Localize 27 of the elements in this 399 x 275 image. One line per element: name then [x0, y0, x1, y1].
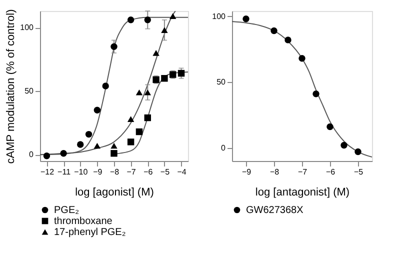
y-tick-label: 0 — [221, 143, 226, 152]
x-tick-label: −10 — [74, 168, 88, 176]
legend-label: PGE₂ — [54, 205, 80, 216]
x-tick-label: −6 — [144, 168, 154, 176]
x-tick-label: −7 — [298, 168, 308, 176]
y-tick-label: 0 — [29, 150, 34, 160]
y-axis-title: cAMP modulation (% of control) — [5, 9, 18, 164]
legend-label: thromboxane — [54, 216, 113, 227]
x-axis-title: log [antagonist] (M) — [255, 186, 350, 198]
legend-label: GW627368X — [246, 205, 304, 216]
x-tick-label: −4 — [177, 168, 187, 176]
x-tick-label: −6 — [326, 168, 336, 176]
x-tick-label: −5 — [354, 168, 364, 176]
x-axis-title: log [agonist] (M) — [75, 186, 154, 198]
x-tick-label: −7 — [126, 168, 136, 176]
legend-label: 17-phenyl PGE₂ — [54, 227, 126, 238]
x-tick-label: −9 — [93, 168, 103, 176]
y-tick-label: 100 — [20, 23, 34, 32]
x-tick-label: −8 — [110, 168, 120, 176]
x-tick-label: −5 — [160, 168, 170, 176]
x-tick-label: −12 — [40, 168, 55, 176]
x-tick-label: −9 — [242, 168, 252, 176]
y-tick-label: 50 — [24, 86, 34, 96]
x-tick-label: −11 — [58, 168, 72, 176]
y-tick-label: 50 — [216, 78, 226, 87]
y-tick-label: 100 — [212, 12, 226, 21]
x-tick-label: −8 — [270, 168, 280, 176]
